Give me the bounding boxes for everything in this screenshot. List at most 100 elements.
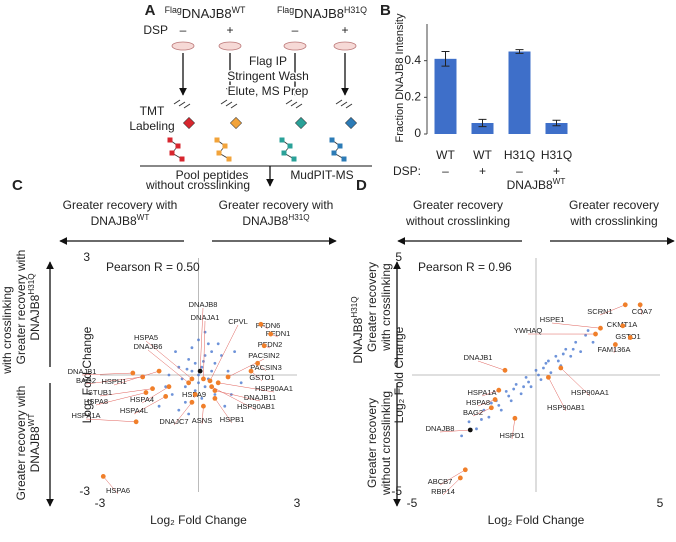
peptide-residue [337, 143, 343, 149]
point [150, 386, 155, 392]
point-label: HSPA1A [71, 411, 100, 420]
x-tick-label: H31Q [541, 148, 572, 162]
point-label: RBP14 [431, 487, 455, 496]
peptide-fragment [183, 103, 191, 109]
x-tick-label: 3 [294, 496, 301, 510]
point-label: DNAJC7 [159, 417, 188, 426]
y-title: DNAJB8H31Q [350, 296, 365, 363]
point-label: FAM136A [598, 345, 631, 354]
point [225, 374, 231, 380]
left-note: Greater recovery with [63, 198, 178, 212]
peptide-fragment [290, 101, 298, 107]
point [200, 397, 204, 400]
dsp-sign: + [226, 23, 233, 37]
point [255, 360, 260, 366]
point [185, 367, 189, 371]
point [248, 368, 254, 374]
leader-line [85, 418, 137, 423]
point [598, 325, 603, 331]
point-label: ABCB7 [428, 477, 453, 486]
peptide-residue [331, 150, 337, 156]
point [203, 385, 207, 389]
point [177, 365, 181, 369]
right-note: Greater recovery [569, 198, 659, 212]
point [197, 338, 200, 342]
x-axis-label: Log₂ Fold Change [488, 513, 585, 527]
dish [218, 41, 242, 51]
point [180, 377, 184, 381]
point [210, 369, 214, 373]
point [239, 381, 243, 385]
x-axis-label: Log₂ Fold Change [150, 513, 247, 527]
point [261, 343, 267, 349]
point [558, 365, 564, 371]
point [467, 420, 471, 424]
point [499, 408, 503, 412]
point [183, 400, 187, 404]
x-tick-label: -5 [407, 496, 418, 510]
x-tick-label: -3 [95, 496, 106, 510]
down-note: without crosslinking [379, 391, 393, 496]
point [189, 376, 195, 382]
point-label: COA7 [632, 307, 652, 316]
point-label: DNAJB8 [426, 424, 455, 433]
dsp-sign: – [292, 23, 299, 37]
leader-line [548, 377, 567, 412]
step-text: Stringent Wash [227, 69, 309, 83]
point [512, 415, 518, 421]
point [193, 389, 197, 392]
row-sign: + [553, 164, 560, 178]
point-label: DNAJB1 [68, 367, 97, 376]
point [502, 367, 508, 373]
leader-line [551, 322, 601, 329]
peptide-residue [175, 143, 181, 149]
row-sign: + [479, 164, 486, 178]
down-note: Greater recovery with [14, 386, 28, 501]
leader-line [209, 324, 239, 381]
point [507, 394, 511, 398]
y-title-sup: H31Q [350, 296, 359, 317]
y-axis-label: Log₂ Fold Change [392, 326, 406, 423]
point [512, 387, 516, 391]
leader-line [173, 402, 193, 426]
point-label: STUB1 [88, 388, 112, 397]
leader-line [560, 367, 591, 397]
peptide-chain [281, 139, 295, 160]
point [460, 434, 463, 438]
point [143, 390, 149, 395]
tmt-tag [229, 116, 243, 130]
dsp-sign: + [341, 23, 348, 37]
step-text: Flag IP [249, 54, 287, 68]
point [487, 415, 491, 419]
bar [545, 123, 568, 134]
leader-line [481, 389, 499, 397]
point [163, 394, 169, 399]
point [622, 302, 628, 308]
point [637, 302, 643, 308]
point [561, 352, 565, 356]
left-note: DNAJB8WT [91, 213, 150, 228]
error-bar [515, 49, 524, 54]
y-axis-label: Fraction DNAJB8 Intensity [394, 13, 406, 142]
point [203, 330, 207, 334]
down-note: Greater recovery [365, 398, 379, 488]
point [189, 399, 195, 405]
y-tick-label: 3 [83, 250, 90, 264]
point [202, 359, 205, 363]
peptide-residue [287, 143, 293, 149]
point [197, 368, 203, 374]
peptide-residue [169, 150, 175, 156]
point [571, 347, 575, 351]
point [556, 359, 560, 363]
point-label: PACSIN2 [248, 351, 280, 360]
point [258, 321, 264, 327]
leader-line [81, 372, 133, 376]
chart-title: without crosslinking [145, 178, 250, 192]
down-note-text: DNAJB8 [28, 426, 42, 472]
dish [283, 41, 307, 51]
right-note-sup: H31Q [288, 213, 309, 222]
point-label: HSP90AA1 [571, 388, 609, 397]
x-tick-label: H31Q [504, 148, 535, 162]
down-note-sup: WT [27, 414, 36, 427]
